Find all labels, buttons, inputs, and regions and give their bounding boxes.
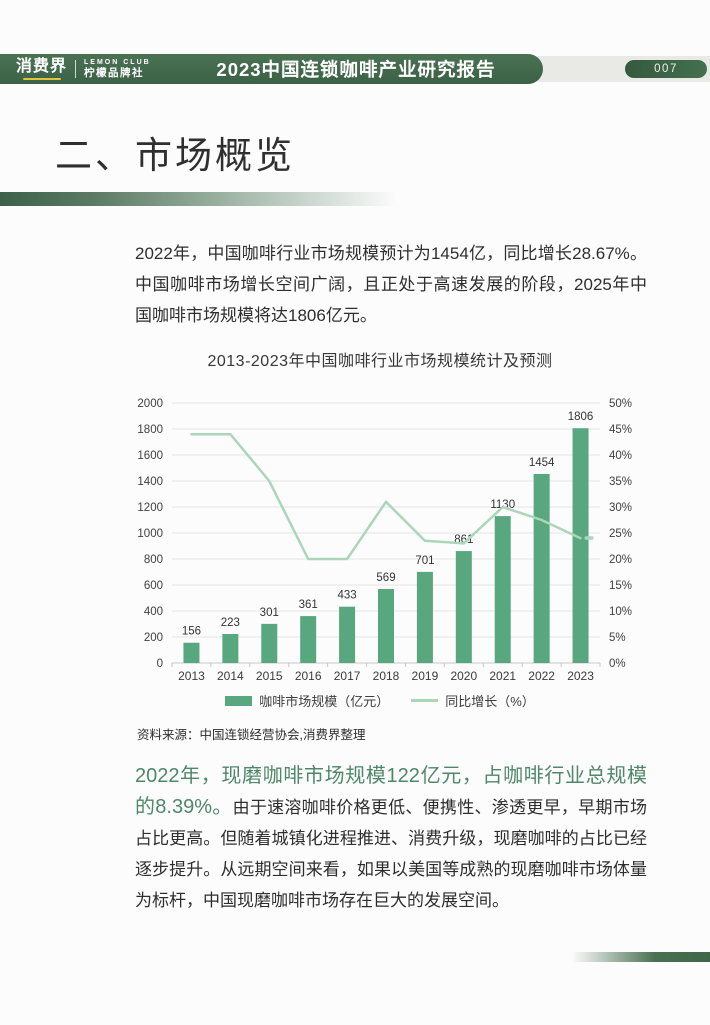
svg-text:1800: 1800 bbox=[137, 424, 163, 436]
bar-series-label: 咖啡市场规模（亿元） bbox=[259, 694, 390, 709]
header-banner: 消费界 LEMON CLUB 柠檬品牌社 2023中国连锁咖啡产业研究报告 bbox=[0, 54, 543, 84]
svg-text:1454: 1454 bbox=[529, 457, 555, 469]
line-series-swatch bbox=[411, 699, 439, 702]
svg-text:1400: 1400 bbox=[137, 476, 163, 488]
svg-text:1806: 1806 bbox=[568, 411, 594, 423]
intro-paragraph: 2022年，中国咖啡行业市场规模预计为1454亿，同比增长28.67%。中国咖啡… bbox=[135, 244, 647, 325]
svg-text:701: 701 bbox=[415, 555, 434, 567]
svg-text:1200: 1200 bbox=[137, 502, 163, 514]
brand-logo: 消费界 LEMON CLUB 柠檬品牌社 bbox=[16, 57, 151, 81]
svg-text:2013: 2013 bbox=[178, 669, 205, 683]
page-number-badge: 007 bbox=[625, 60, 707, 78]
header-page-strip: 007 bbox=[528, 56, 710, 82]
brand-accent-bar bbox=[22, 77, 61, 80]
brand-logo-cn: 消费界 bbox=[16, 57, 68, 80]
svg-text:45%: 45% bbox=[609, 424, 632, 436]
svg-text:50%: 50% bbox=[609, 398, 632, 410]
svg-text:2019: 2019 bbox=[412, 669, 439, 683]
data-source-note: 资料来源：中国连锁经营协会,消费界整理 bbox=[137, 728, 366, 742]
logo-divider bbox=[75, 60, 77, 78]
brand-tagline-cn: 柠檬品牌社 bbox=[84, 66, 145, 79]
svg-text:361: 361 bbox=[299, 599, 318, 611]
svg-text:1600: 1600 bbox=[137, 450, 163, 462]
svg-text:433: 433 bbox=[337, 590, 356, 602]
section-title-rule bbox=[0, 192, 432, 206]
svg-text:156: 156 bbox=[182, 626, 201, 638]
chart-legend: 咖啡市场规模（亿元） 同比增长（%） bbox=[100, 691, 660, 710]
section-title: 二、市场概览 bbox=[55, 135, 295, 176]
svg-text:35%: 35% bbox=[609, 476, 632, 488]
svg-text:200: 200 bbox=[144, 632, 163, 644]
page-number: 007 bbox=[654, 63, 678, 75]
svg-text:301: 301 bbox=[260, 607, 279, 619]
svg-text:15%: 15% bbox=[609, 580, 632, 592]
brand-name: 消费界 bbox=[16, 57, 68, 75]
svg-text:800: 800 bbox=[144, 554, 163, 566]
line-series-label: 同比增长（%） bbox=[445, 694, 535, 709]
brand-logo-sub: LEMON CLUB 柠檬品牌社 bbox=[84, 59, 151, 79]
svg-text:2015: 2015 bbox=[256, 669, 283, 683]
market-size-chart: 0 0% 200 5% 400 10% 600 15% 800 20% 1000 25% 1200 30%… bbox=[137, 398, 632, 683]
svg-text:2020: 2020 bbox=[450, 669, 477, 683]
svg-text:0%: 0% bbox=[609, 658, 626, 670]
svg-text:400: 400 bbox=[144, 606, 163, 618]
svg-text:2014: 2014 bbox=[217, 669, 244, 683]
svg-text:2023: 2023 bbox=[567, 669, 594, 683]
svg-text:1000: 1000 bbox=[137, 528, 163, 540]
svg-text:2000: 2000 bbox=[137, 398, 163, 410]
legend-item-line: 同比增长（%） bbox=[411, 691, 535, 710]
svg-text:2022: 2022 bbox=[528, 669, 555, 683]
svg-text:2017: 2017 bbox=[334, 669, 361, 683]
svg-text:2016: 2016 bbox=[295, 669, 322, 683]
svg-text:20%: 20% bbox=[609, 554, 632, 566]
svg-text:2018: 2018 bbox=[373, 669, 400, 683]
svg-text:25%: 25% bbox=[609, 528, 632, 540]
svg-text:600: 600 bbox=[144, 580, 163, 592]
svg-text:10%: 10% bbox=[609, 606, 632, 618]
bar-series-swatch bbox=[225, 695, 253, 706]
svg-text:2021: 2021 bbox=[489, 669, 516, 683]
svg-text:569: 569 bbox=[376, 572, 395, 584]
svg-text:5%: 5% bbox=[609, 632, 626, 644]
analysis-paragraph: 2022年，现磨咖啡市场规模122亿元，占咖啡行业总规模的8.39%。由于速溶咖… bbox=[135, 761, 647, 916]
analysis-highlight: 2022年，现磨咖啡市场规模122亿元，占咖啡行业总规模的8.39%。 bbox=[135, 765, 647, 818]
analysis-body: 由于速溶咖啡价格更低、便携性、渗透更早，早期市场占比更高。但随着城镇化进程推进、… bbox=[135, 798, 648, 910]
svg-text:40%: 40% bbox=[609, 450, 632, 462]
svg-text:223: 223 bbox=[221, 617, 240, 629]
svg-text:0: 0 bbox=[157, 658, 163, 670]
legend-item-bar: 咖啡市场规模（亿元） bbox=[225, 691, 389, 710]
report-title: 2023中国连锁咖啡产业研究报告 bbox=[216, 59, 496, 80]
chart-title: 2013-2023年中国咖啡行业市场规模统计及预测 bbox=[207, 353, 553, 370]
svg-text:30%: 30% bbox=[609, 502, 632, 514]
footer-gradient-bar bbox=[572, 952, 710, 962]
brand-tagline-en: LEMON CLUB bbox=[84, 58, 151, 66]
